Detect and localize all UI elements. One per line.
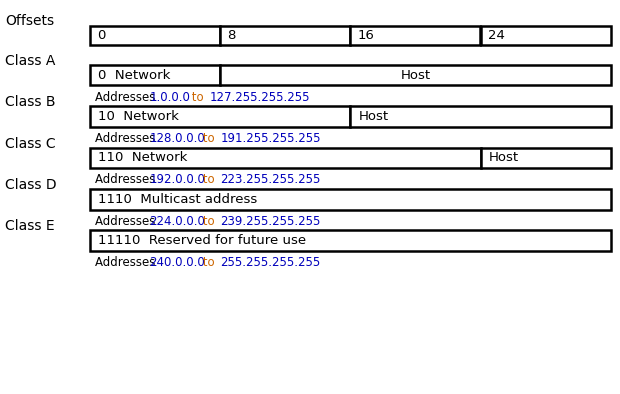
Bar <box>480 26 611 45</box>
Bar <box>350 106 611 127</box>
Text: 16: 16 <box>358 29 374 42</box>
Text: Addresses: Addresses <box>95 132 159 145</box>
Text: Addresses: Addresses <box>95 215 159 228</box>
Text: Class D: Class D <box>5 178 56 192</box>
Bar <box>90 26 220 45</box>
Text: to: to <box>198 215 218 228</box>
Text: Class E: Class E <box>5 219 55 234</box>
Text: 192.0.0.0: 192.0.0.0 <box>149 173 205 186</box>
Text: Addresses: Addresses <box>95 256 159 269</box>
Text: 127.255.255.255: 127.255.255.255 <box>210 91 310 104</box>
Text: 128.0.0.0: 128.0.0.0 <box>149 132 205 145</box>
Bar <box>220 26 350 45</box>
Text: 1110  Multicast address: 1110 Multicast address <box>98 193 257 206</box>
Text: to: to <box>198 173 218 186</box>
Text: Addresses: Addresses <box>95 173 159 186</box>
Text: Host: Host <box>489 152 519 164</box>
Text: 255.255.255.255: 255.255.255.255 <box>220 256 321 269</box>
Text: Class A: Class A <box>5 54 55 68</box>
Text: 0: 0 <box>97 29 106 42</box>
Text: 10  Network: 10 Network <box>98 110 179 123</box>
Bar <box>90 65 220 85</box>
Text: Class C: Class C <box>5 137 56 151</box>
Text: 0  Network: 0 Network <box>98 69 170 82</box>
Text: Offsets: Offsets <box>5 14 54 28</box>
Text: Host: Host <box>401 69 430 82</box>
Text: 110  Network: 110 Network <box>98 152 187 164</box>
Text: to: to <box>198 256 218 269</box>
Text: 1.0.0.0: 1.0.0.0 <box>149 91 190 104</box>
Text: to: to <box>188 91 207 104</box>
Text: 191.255.255.255: 191.255.255.255 <box>220 132 321 145</box>
Bar <box>90 106 350 127</box>
Text: 24: 24 <box>488 29 505 42</box>
Bar <box>90 230 611 251</box>
Bar <box>220 65 611 85</box>
Text: 240.0.0.0: 240.0.0.0 <box>149 256 205 269</box>
Bar <box>350 26 480 45</box>
Text: 223.255.255.255: 223.255.255.255 <box>220 173 321 186</box>
Text: 8: 8 <box>228 29 236 42</box>
Text: 239.255.255.255: 239.255.255.255 <box>220 215 321 228</box>
Text: Host: Host <box>358 110 389 123</box>
Text: Addresses: Addresses <box>95 91 159 104</box>
Text: Class B: Class B <box>5 95 55 110</box>
Text: to: to <box>198 132 218 145</box>
Bar <box>90 148 480 168</box>
Text: 11110  Reserved for future use: 11110 Reserved for future use <box>98 234 306 247</box>
Text: 224.0.0.0: 224.0.0.0 <box>149 215 205 228</box>
Bar <box>90 189 611 210</box>
Bar <box>480 148 611 168</box>
